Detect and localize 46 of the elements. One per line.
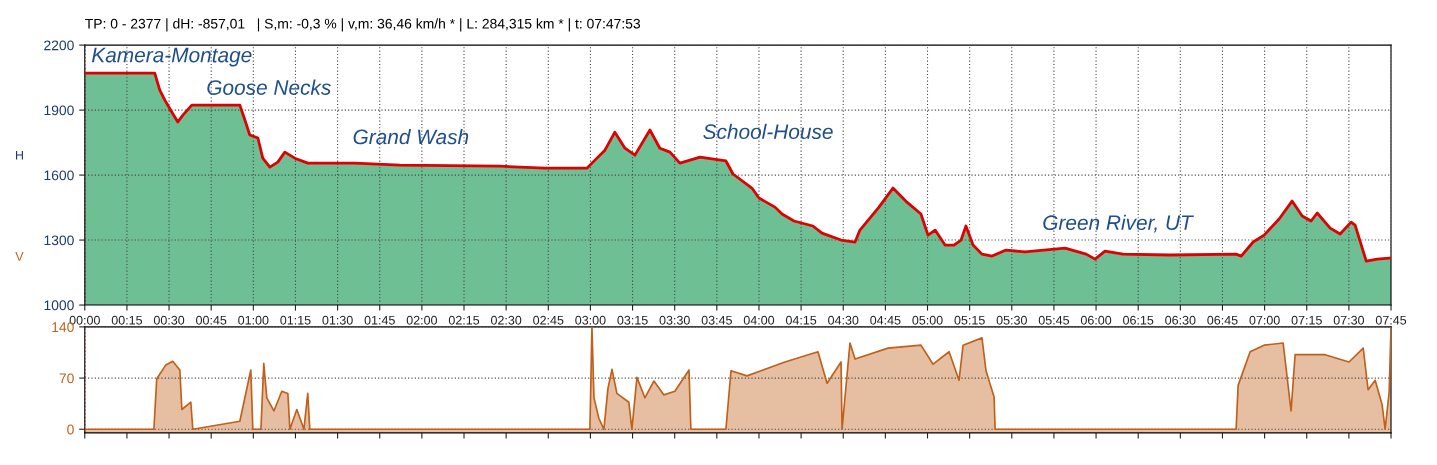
x-tick-label: 01:00 <box>238 315 269 325</box>
annotation: Green River, UT <box>1043 214 1194 233</box>
x-tick-label: 03:30 <box>659 315 690 325</box>
x-tick-label: 04:45 <box>870 315 901 325</box>
x-tick-label: 03:00 <box>575 315 606 325</box>
x-tick-label: 03:15 <box>617 315 648 325</box>
annotation: Grand Wash <box>353 128 469 145</box>
y-tick-label: 2200 <box>44 40 74 51</box>
x-tick-label: 04:15 <box>785 315 817 325</box>
x-tick-label: 06:15 <box>1123 315 1154 325</box>
x-tick-label: 06:30 <box>1165 315 1196 325</box>
y-tick-label: 1000 <box>44 300 74 311</box>
x-tick-label: 02:30 <box>491 315 522 325</box>
x-tick-label: 07:45 <box>1375 315 1407 325</box>
annotation: Goose Necks <box>207 79 331 95</box>
x-tick-label: 04:00 <box>743 315 775 325</box>
x-tick-label: 01:45 <box>364 315 395 325</box>
x-tick-label: 02:45 <box>533 315 564 325</box>
x-tick-label: 05:30 <box>996 315 1027 325</box>
y-tick-label: 1900 <box>44 105 74 116</box>
annotation: School-House <box>703 123 833 140</box>
x-tick-label: 03:45 <box>701 315 732 325</box>
x-tick-label: 02:00 <box>406 315 438 325</box>
y-axis-title: V <box>15 252 24 261</box>
x-tick-label: 07:00 <box>1249 315 1280 325</box>
y-tick-label: 70 <box>59 373 74 384</box>
x-tick-label: 05:15 <box>954 315 985 325</box>
x-tick-label: 00:15 <box>111 315 143 325</box>
x-tick-label: 06:00 <box>1080 315 1112 325</box>
y-axis-title: H <box>15 150 23 160</box>
chart-title: TP: 0 - 2377 | dH: -857,01 | S,m: -0,3 % | v,m: 36,46 km/h * | L: 284,315 km * | t: 07:47:53 <box>85 18 641 32</box>
y-tick-label: 1600 <box>44 170 74 181</box>
x-tick-label: 07:30 <box>1333 315 1365 325</box>
x-tick-label: 01:30 <box>322 315 353 325</box>
x-tick-label: 06:45 <box>1207 315 1238 325</box>
x-tick-label: 05:45 <box>1038 315 1070 325</box>
x-tick-label: 05:00 <box>912 315 943 325</box>
y-tick-label: 1300 <box>44 235 74 246</box>
x-tick-label: 04:30 <box>828 315 859 325</box>
x-tick-label: 00:30 <box>153 315 185 325</box>
x-tick-label: 01:15 <box>280 315 311 325</box>
x-tick-label: 07:15 <box>1291 315 1322 325</box>
x-tick-label: 00:45 <box>196 315 227 325</box>
y-tick-label: 0 <box>67 424 74 435</box>
annotation: Kamera-Montage <box>91 47 252 67</box>
x-tick-label: 02:15 <box>448 315 480 325</box>
